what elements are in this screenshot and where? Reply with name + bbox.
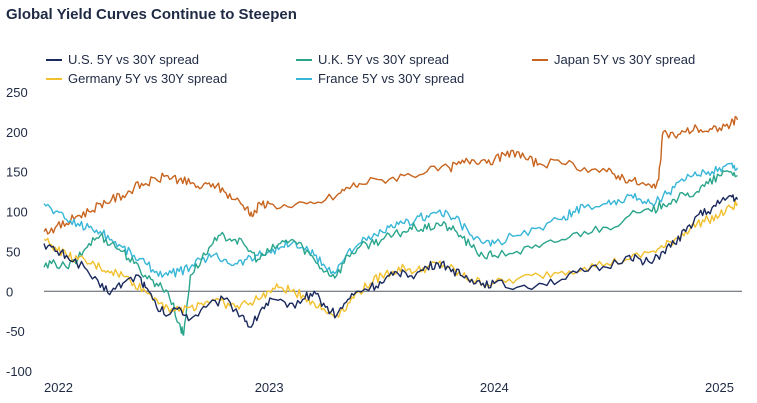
y-tick-label: 150 [6, 165, 28, 180]
legend-item-france: France 5Y vs 30Y spread [296, 71, 464, 86]
series-line-france [43, 162, 739, 278]
x-tick-label: 2022 [44, 380, 73, 395]
y-tick-label: 100 [6, 205, 28, 220]
legend-item-germany: Germany 5Y vs 30Y spread [46, 71, 227, 86]
legend-swatch-us [46, 58, 62, 61]
legend-item-uk: U.K. 5Y vs 30Y spread [296, 52, 449, 67]
y-tick-label: 0 [6, 284, 13, 299]
x-tick-label: 2023 [255, 380, 284, 395]
legend-swatch-japan [532, 58, 548, 61]
series-line-uk [43, 170, 738, 336]
legend-label-uk: U.K. 5Y vs 30Y spread [318, 52, 450, 67]
series-line-japan [43, 115, 739, 235]
series-line-us [43, 194, 739, 328]
y-tick-label: 200 [6, 125, 28, 140]
y-tick-label: 50 [6, 244, 20, 259]
legend-item-us: U.S. 5Y vs 30Y spread [46, 52, 199, 67]
y-tick-label: 250 [6, 85, 28, 100]
legend-label-us: U.S. 5Y vs 30Y spread [68, 52, 200, 67]
legend-item-japan: Japan 5Y vs 30Y spread [532, 52, 695, 67]
y-tick-label: -50 [6, 324, 25, 339]
legend-label-japan: Japan 5Y vs 30Y spread [554, 52, 696, 67]
x-tick-label: 2024 [480, 380, 509, 395]
legend-label-germany: Germany 5Y vs 30Y spread [68, 71, 228, 86]
legend-label-france: France 5Y vs 30Y spread [318, 71, 465, 86]
legend-swatch-france [296, 77, 312, 80]
legend-swatch-uk [296, 58, 312, 61]
series-line-germany [43, 199, 739, 318]
y-tick-label: -100 [6, 364, 32, 379]
legend-swatch-germany [46, 77, 62, 80]
x-tick-label: 2025 [705, 380, 734, 395]
chart-title: Global Yield Curves Continue to Steepen [6, 6, 297, 23]
